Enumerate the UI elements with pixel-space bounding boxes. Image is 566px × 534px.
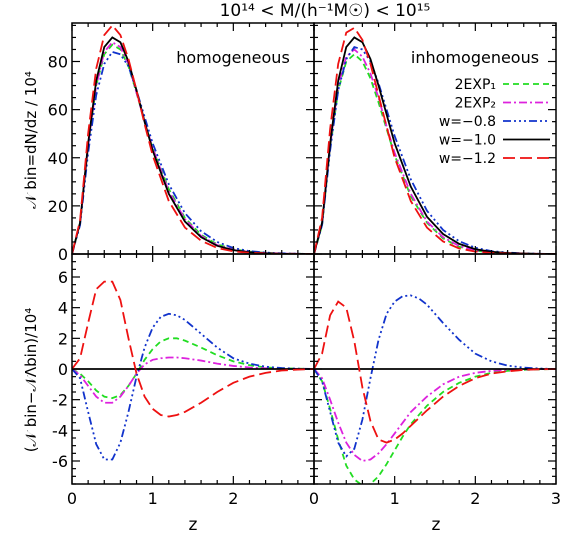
panel-top-right: inhomogeneous — [313, 22, 557, 255]
legend: 2EXP₁ 2EXP₂ w=−0.8 w=−1.0 w=−1.2 — [439, 77, 550, 167]
y-tick-label: 80 — [48, 53, 68, 72]
series-line-2EXP₂ — [314, 368, 556, 462]
x-tick-label: 0 — [67, 489, 77, 508]
y-tick-label: 6 — [58, 268, 68, 287]
panel-bottom-right: 0 1 2 3 — [309, 253, 561, 508]
legend-label: w=−1.2 — [439, 151, 496, 167]
series-line-2EXP₂ — [314, 48, 556, 254]
series-group — [72, 280, 314, 461]
figure-title: 10¹⁴ < M/(h⁻¹M☉) < 10¹⁵ — [220, 1, 431, 21]
panel-top-left: 0 20 40 60 80 homogeneous — [48, 22, 315, 264]
panel-bottom-left: 0 1 2 -6 -4 -2 0 2 4 6 — [52, 253, 315, 508]
series-line-2EXP₂ — [72, 41, 314, 254]
series-line-w=−0.8 — [314, 46, 556, 254]
y-axis-label-bottom: (𝒩 bin−𝒩Λbin)/10⁴ — [22, 308, 40, 453]
x-axis-label-right: z — [432, 515, 441, 534]
y-tick-label: 4 — [58, 299, 68, 318]
y-tick-label: 20 — [48, 197, 68, 216]
series-line-w=−0.8 — [72, 312, 314, 461]
series-group — [314, 294, 556, 484]
legend-label: w=−1.0 — [439, 133, 496, 149]
legend-label: 2EXP₁ — [455, 77, 496, 93]
y-tick-label: 0 — [58, 245, 68, 264]
y-tick-label: -2 — [52, 391, 68, 410]
y-tick-label: 2 — [58, 329, 68, 348]
series-line-w=−0.8 — [314, 294, 556, 458]
panel-annotation: homogeneous — [176, 48, 290, 67]
y-tick-label: 40 — [48, 149, 68, 168]
x-tick-label: 0 — [309, 489, 319, 508]
y-tick-label: -6 — [52, 452, 68, 471]
x-tick-label: 1 — [148, 489, 158, 508]
series-line-w=−1.2 — [72, 280, 314, 418]
series-line-w=−0.8 — [72, 50, 314, 254]
panel-annotation: inhomogeneous — [411, 48, 539, 67]
legend-label: 2EXP₂ — [455, 96, 496, 112]
series-line-2EXP₁ — [72, 43, 314, 254]
series-line-w=−1.0 — [72, 36, 314, 254]
y-tick-label: 0 — [58, 360, 68, 379]
legend-label: w=−0.8 — [439, 114, 496, 130]
x-tick-label: 3 — [551, 489, 561, 508]
series-line-w=−1.2 — [314, 300, 556, 444]
x-tick-label: 2 — [228, 489, 238, 508]
y-axis-label-top: 𝒩 bin=dN/dz / 10⁴ — [22, 71, 40, 209]
x-tick-label: 1 — [390, 489, 400, 508]
series-line-2EXP₁ — [314, 53, 556, 254]
y-tick-label: 60 — [48, 101, 68, 120]
series-line-2EXP₂ — [72, 356, 314, 404]
series-line-2EXP₁ — [314, 368, 556, 484]
x-tick-label: 2 — [470, 489, 480, 508]
x-axis-label-left: z — [189, 515, 198, 534]
y-tick-label: -4 — [52, 421, 68, 440]
series-line-w=−1.0 — [314, 36, 556, 254]
